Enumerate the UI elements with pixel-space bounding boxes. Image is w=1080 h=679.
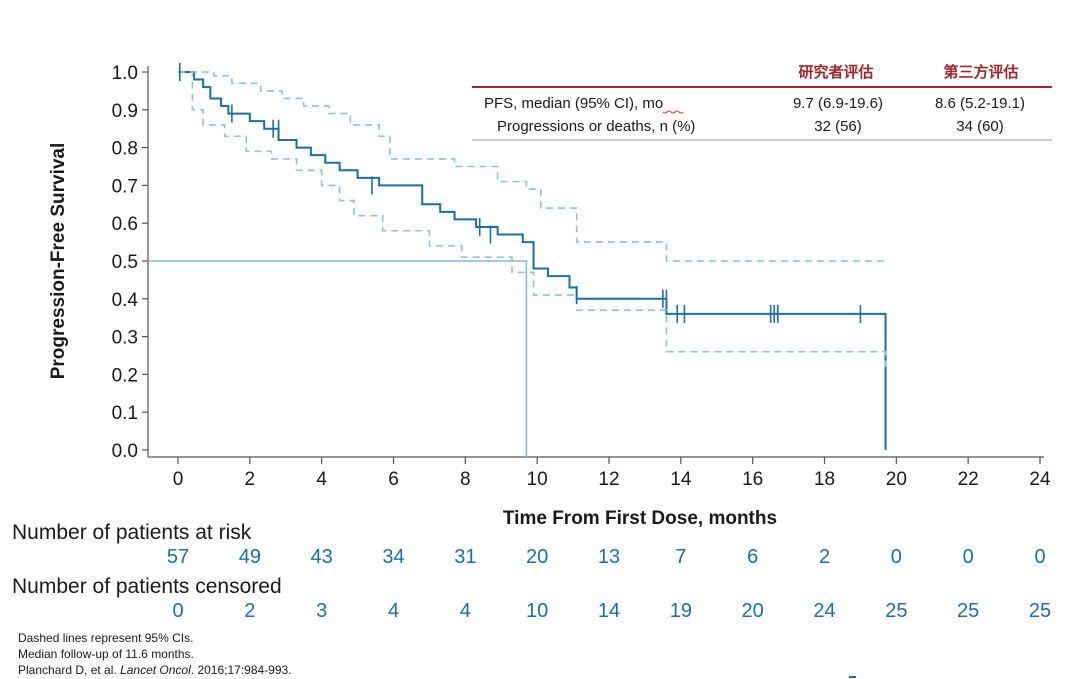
summary-row-pfs-investigator: 9.7 (6.9-19.6) — [793, 95, 883, 112]
x-tick-label: 2 — [245, 469, 256, 490]
summary-table: 研究者评估 第三方评估 PFS, median (95% CI), mo 9.7… — [472, 63, 1052, 141]
censored-count: 25 — [885, 600, 907, 622]
citation-journal: Lancet Oncol — [120, 663, 191, 677]
y-tick-label: 0.8 — [112, 139, 138, 160]
at-risk-count: 49 — [239, 546, 261, 568]
summary-header-investigator: 研究者评估 — [798, 63, 873, 81]
at-risk-count: 2 — [819, 546, 830, 568]
censored-count: 0 — [172, 600, 183, 622]
summary-row-events-investigator: 32 (56) — [814, 118, 862, 135]
censored-count: 4 — [388, 600, 399, 622]
citation-details: . 2016;17:984-993. — [191, 663, 292, 677]
y-tick-label: 0.9 — [112, 101, 138, 122]
censored-count: 20 — [742, 600, 764, 622]
censor-marks — [178, 63, 862, 323]
x-tick-label: 20 — [886, 469, 907, 490]
x-tick-label: 0 — [173, 469, 184, 490]
x-tick-label: 6 — [388, 469, 399, 490]
citation: Planchard D, et al. Lancet Oncol. 2016;1… — [18, 663, 292, 677]
at-risk-count: 6 — [747, 546, 758, 568]
at-risk-count: 57 — [167, 546, 189, 568]
x-axis-title: Time From First Dose, months — [503, 508, 777, 529]
censored-count: 19 — [670, 600, 692, 622]
at-risk-count: 0 — [1034, 546, 1045, 568]
series-layer — [148, 71, 887, 457]
x-tick-label: 4 — [316, 469, 327, 490]
median-reference-line — [148, 260, 528, 457]
x-tick-label: 10 — [527, 469, 548, 490]
x-tick-label: 22 — [958, 469, 979, 490]
x-tick-label: 12 — [598, 469, 619, 490]
y-tick-label: 0.0 — [112, 441, 138, 462]
footnote-ci: Dashed lines represent 95% CIs. — [18, 631, 193, 645]
censored-count: 4 — [460, 600, 471, 622]
at-risk-count: 0 — [963, 546, 974, 568]
spellcheck-underline — [662, 110, 684, 114]
at-risk-count: 7 — [675, 546, 686, 568]
y-tick-label: 0.6 — [112, 214, 138, 235]
ci-upper-curve — [178, 71, 886, 262]
summary-row-pfs-label: PFS, median (95% CI), mo — [484, 95, 663, 112]
y-tick-label: 0.1 — [112, 403, 138, 424]
footnote-follow-up: Median follow-up of 11.6 months. — [18, 647, 194, 661]
censored-title: Number of patients censored — [12, 575, 282, 598]
y-tick-label: 0.4 — [112, 290, 139, 311]
summary-header-independent: 第三方评估 — [943, 63, 1018, 81]
x-tick-label: 24 — [1029, 469, 1051, 490]
at-risk-count: 0 — [891, 546, 902, 568]
censored-count: 25 — [957, 600, 979, 622]
y-tick-label: 0.2 — [112, 365, 138, 386]
summary-row-events-independent: 34 (60) — [956, 118, 1004, 135]
x-tick-label: 8 — [460, 469, 471, 490]
x-tick-label: 14 — [670, 469, 692, 490]
at-risk-count: 20 — [526, 546, 548, 568]
citation-authors: Planchard D, et al. — [18, 663, 120, 677]
x-tick-label: 18 — [814, 469, 835, 490]
axes: 0.00.10.20.30.40.50.60.70.80.91.00 2 4 6 8 10… — [112, 63, 1051, 490]
y-tick-label: 0.7 — [112, 176, 138, 197]
x-tick-label: 16 — [742, 469, 763, 490]
at-risk-title: Number of patients at risk — [12, 521, 252, 544]
y-tick-label: 1.0 — [112, 63, 138, 84]
pfs-curve — [178, 71, 887, 450]
censored-count: 25 — [1029, 600, 1051, 622]
at-risk-row: 57 49 43 34 31 20 13 7 6 2 0 0 0 — [167, 546, 1046, 568]
summary-row-events-label: Progressions or deaths, n (%) — [497, 118, 695, 135]
y-tick-label: 0.5 — [112, 252, 138, 273]
summary-row-pfs-independent: 8.6 (5.2-19.1) — [935, 95, 1025, 112]
at-risk-count: 31 — [454, 546, 476, 568]
censored-count: 14 — [598, 600, 620, 622]
censored-count: 2 — [244, 600, 255, 622]
at-risk-count: 13 — [598, 546, 620, 568]
at-risk-count: 43 — [311, 546, 333, 568]
censored-count: 3 — [316, 600, 327, 622]
at-risk-count: 34 — [382, 546, 404, 568]
censored-count: 24 — [813, 600, 835, 622]
censored-count: 10 — [526, 600, 548, 622]
y-tick-label: 0.3 — [112, 328, 138, 349]
censored-row: 0 2 3 4 4 10 14 19 20 24 25 25 25 — [172, 600, 1051, 622]
y-axis-title: Progression-Free Survival — [48, 143, 69, 380]
ci-lower-curve — [178, 71, 887, 367]
